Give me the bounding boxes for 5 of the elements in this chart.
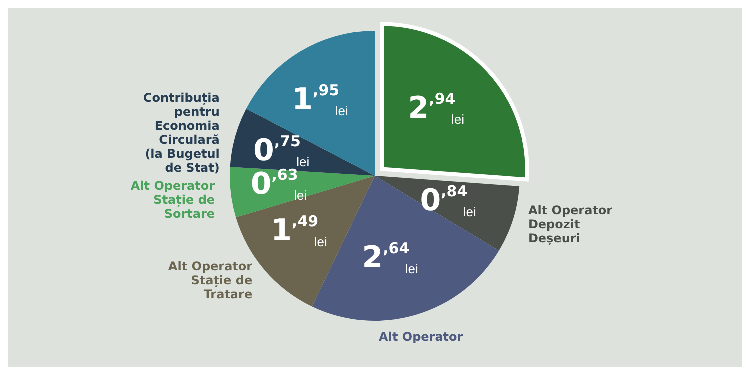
slice-label: Alt Operator Stație de Tratare <box>168 260 253 302</box>
slice-label: Alt Operator <box>379 330 464 344</box>
slice-label: Alt Operator Stație de Sortare <box>130 178 216 221</box>
slice-label: Alt Operator Depozit Deșeuri <box>528 204 613 246</box>
slice-label: Contribuția pentru Economia Circulară (la Bugetul de Stat) <box>143 90 220 175</box>
